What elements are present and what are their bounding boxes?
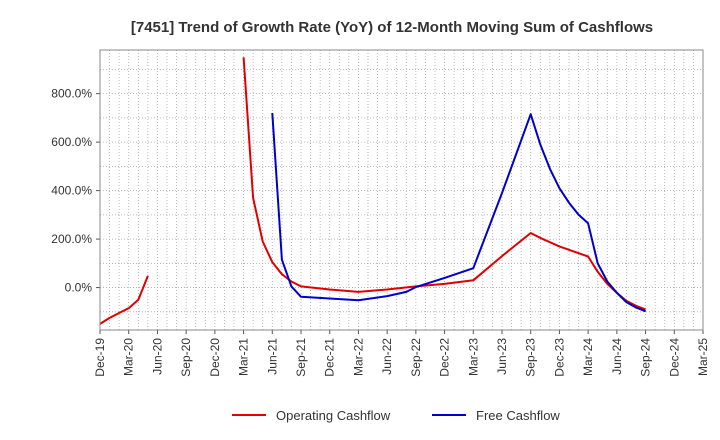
x-tick-label: Dec-20: [208, 338, 222, 377]
chart-title: [7451] Trend of Growth Rate (YoY) of 12-…: [131, 19, 653, 36]
x-tick-label: Jun-23: [495, 338, 509, 375]
y-tick-label: 600.0%: [51, 135, 92, 149]
x-tick-label: Dec-24: [667, 338, 681, 377]
x-tick-label: Jun-24: [610, 338, 624, 375]
x-tick-label: Sep-20: [179, 338, 193, 377]
x-tick-label: Dec-19: [93, 338, 107, 377]
x-tick-label: Mar-25: [696, 338, 710, 376]
x-tick-label: Jun-21: [265, 338, 279, 375]
y-tick-label: 0.0%: [65, 281, 93, 295]
x-tick-label: Mar-22: [351, 338, 365, 376]
x-tick-label: Sep-23: [524, 338, 538, 377]
x-tick-label: Mar-24: [581, 338, 595, 376]
x-tick-label: Mar-20: [122, 338, 136, 376]
y-tick-label: 400.0%: [51, 184, 92, 198]
series-lines: [99, 57, 646, 325]
series-line-free-cashflow: [271, 112, 646, 313]
x-tick-label: Dec-21: [323, 338, 337, 377]
x-tick-label: Sep-24: [639, 338, 653, 377]
legend: Operating Cashflow Free Cashflow: [232, 408, 560, 423]
legend-label-free-cashflow: Free Cashflow: [476, 408, 560, 423]
y-tick-label: 200.0%: [51, 232, 92, 246]
x-tick-label: Dec-22: [438, 338, 452, 377]
legend-label-operating-cashflow: Operating Cashflow: [276, 408, 391, 423]
x-tick-label: Sep-22: [409, 338, 423, 377]
series-line-operating-cashflow: [99, 57, 646, 325]
plot-frame: [99, 49, 704, 331]
x-tick-label: Mar-23: [466, 338, 480, 376]
x-axis: Dec-19 Mar-20 Jun-20 Sep-20 Dec-20 Mar-21 Jun-…: [93, 330, 710, 377]
y-axis: 0.0% 200.0% 400.0% 600.0% 800.0%: [51, 87, 100, 295]
x-tick-label: Mar-21: [237, 338, 251, 376]
x-tick-label: Jun-22: [380, 338, 394, 375]
x-tick-label: Dec-23: [552, 338, 566, 377]
x-tick-label: Jun-20: [150, 338, 164, 375]
y-tick-label: 800.0%: [51, 87, 92, 101]
x-tick-label: Sep-21: [294, 338, 308, 377]
